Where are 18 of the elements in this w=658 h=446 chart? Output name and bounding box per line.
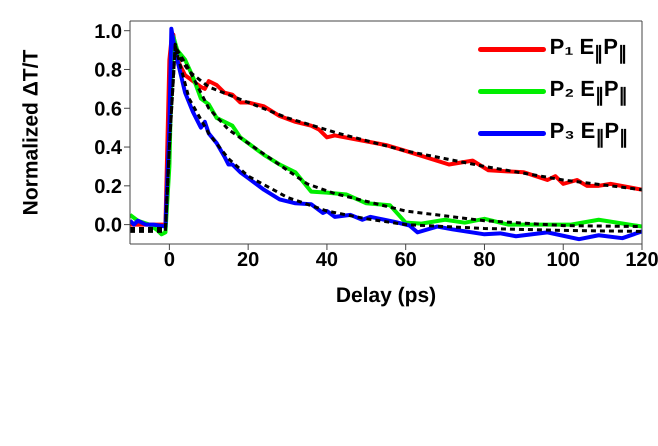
x-tick-label: 60 xyxy=(394,249,417,272)
x-tick-label: 0 xyxy=(164,249,175,272)
y-tick-label: 0.4 xyxy=(94,137,123,160)
y-tick-label: 1.0 xyxy=(94,20,122,43)
y-tick-label: 0.6 xyxy=(94,98,122,120)
x-tick-label: 20 xyxy=(237,249,260,272)
y-axis-title: Normalized ΔT/T xyxy=(19,50,42,216)
x-tick-label: 120 xyxy=(625,249,658,272)
y-tick-label: 0.0 xyxy=(94,214,122,237)
y-tick-label: 0.2 xyxy=(94,176,122,198)
x-tick-label: 100 xyxy=(546,249,580,272)
legend-label: P₃ E$_{∥}$P$_{∥}$ xyxy=(550,118,628,148)
legend-label: P₁ E$_{∥}$P$_{∥}$ xyxy=(550,34,627,64)
legend-label: P₂ E$_{∥}$P$_{∥}$ xyxy=(550,76,628,106)
x-tick-label: 80 xyxy=(473,249,496,272)
x-axis-title: Delay (ps) xyxy=(336,284,436,307)
y-tick-label: 0.8 xyxy=(94,60,122,82)
x-tick-label: 40 xyxy=(316,249,338,272)
